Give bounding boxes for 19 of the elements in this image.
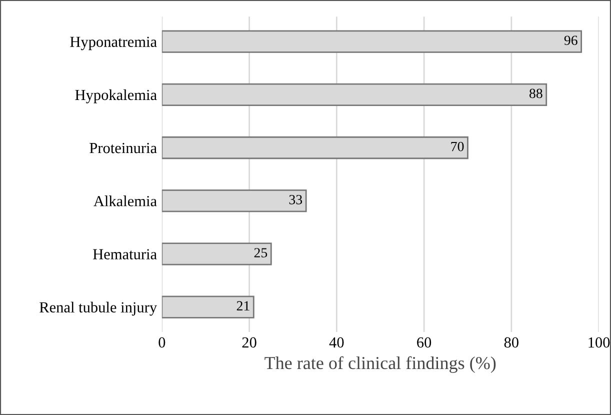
- x-tick-label: 0: [158, 337, 166, 348]
- data-label: 25: [254, 248, 268, 258]
- x-tick-label: 60: [417, 337, 432, 348]
- data-label: 88: [530, 88, 542, 98]
- y-tick-label: Alkalemia: [94, 196, 157, 206]
- x-tick-label: 20: [242, 337, 256, 348]
- data-label: 96: [564, 36, 578, 46]
- y-tick-label: Hyponatremia: [70, 36, 157, 50]
- x-tick-label: 100: [588, 337, 610, 348]
- data-label: 21: [236, 301, 250, 310]
- y-tick-label: Proteinuria: [90, 142, 157, 154]
- y-tick-label: Hematuria: [93, 249, 157, 260]
- x-tick-label: 40: [329, 337, 344, 348]
- data-label: 70: [451, 142, 464, 152]
- data-label: 33: [289, 194, 302, 204]
- y-tick-label: Renal tubule injury: [40, 302, 157, 316]
- y-tick-label: Hypokalemia: [75, 89, 157, 104]
- x-axis-title: The rate of clinical findings (%): [264, 356, 496, 373]
- x-tick-label: 80: [504, 337, 518, 348]
